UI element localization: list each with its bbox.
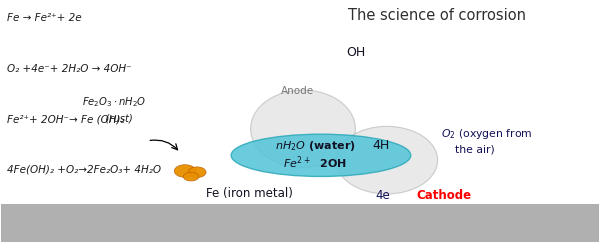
Text: $Fe^{2+}$  2OH: $Fe^{2+}$ 2OH — [283, 154, 347, 171]
Bar — [1, 204, 599, 242]
Ellipse shape — [231, 134, 411, 176]
Text: OH: OH — [346, 46, 365, 59]
Text: 4H: 4H — [372, 139, 389, 152]
Text: 4Fe(OH)₂ +O₂→2Fe₂O₃+ 4H₂O: 4Fe(OH)₂ +O₂→2Fe₂O₃+ 4H₂O — [7, 165, 161, 175]
Text: 4e: 4e — [375, 189, 390, 202]
Text: $O_2$ (oxygen from
    the air): $O_2$ (oxygen from the air) — [440, 127, 532, 155]
Text: Fe²⁺+ 2OH⁻→ Fe (OH)₂: Fe²⁺+ 2OH⁻→ Fe (OH)₂ — [7, 114, 124, 124]
Text: $Fe_2O_3\cdot nH_2O$
   (rust): $Fe_2O_3\cdot nH_2O$ (rust) — [82, 95, 146, 123]
Ellipse shape — [336, 126, 437, 194]
Text: Cathode: Cathode — [417, 189, 472, 202]
Text: O₂ +4e⁻+ 2H₂O → 4OH⁻: O₂ +4e⁻+ 2H₂O → 4OH⁻ — [7, 63, 131, 74]
Ellipse shape — [183, 172, 199, 181]
Text: $nH_2O$ (water): $nH_2O$ (water) — [275, 139, 355, 153]
Ellipse shape — [251, 90, 355, 167]
Text: Fe (iron metal): Fe (iron metal) — [206, 188, 293, 200]
Ellipse shape — [188, 167, 206, 178]
Ellipse shape — [174, 165, 196, 177]
Text: The science of corrosion: The science of corrosion — [348, 8, 526, 23]
Text: Anode: Anode — [280, 86, 314, 96]
Text: Fe → Fe²⁺+ 2e: Fe → Fe²⁺+ 2e — [7, 13, 82, 23]
